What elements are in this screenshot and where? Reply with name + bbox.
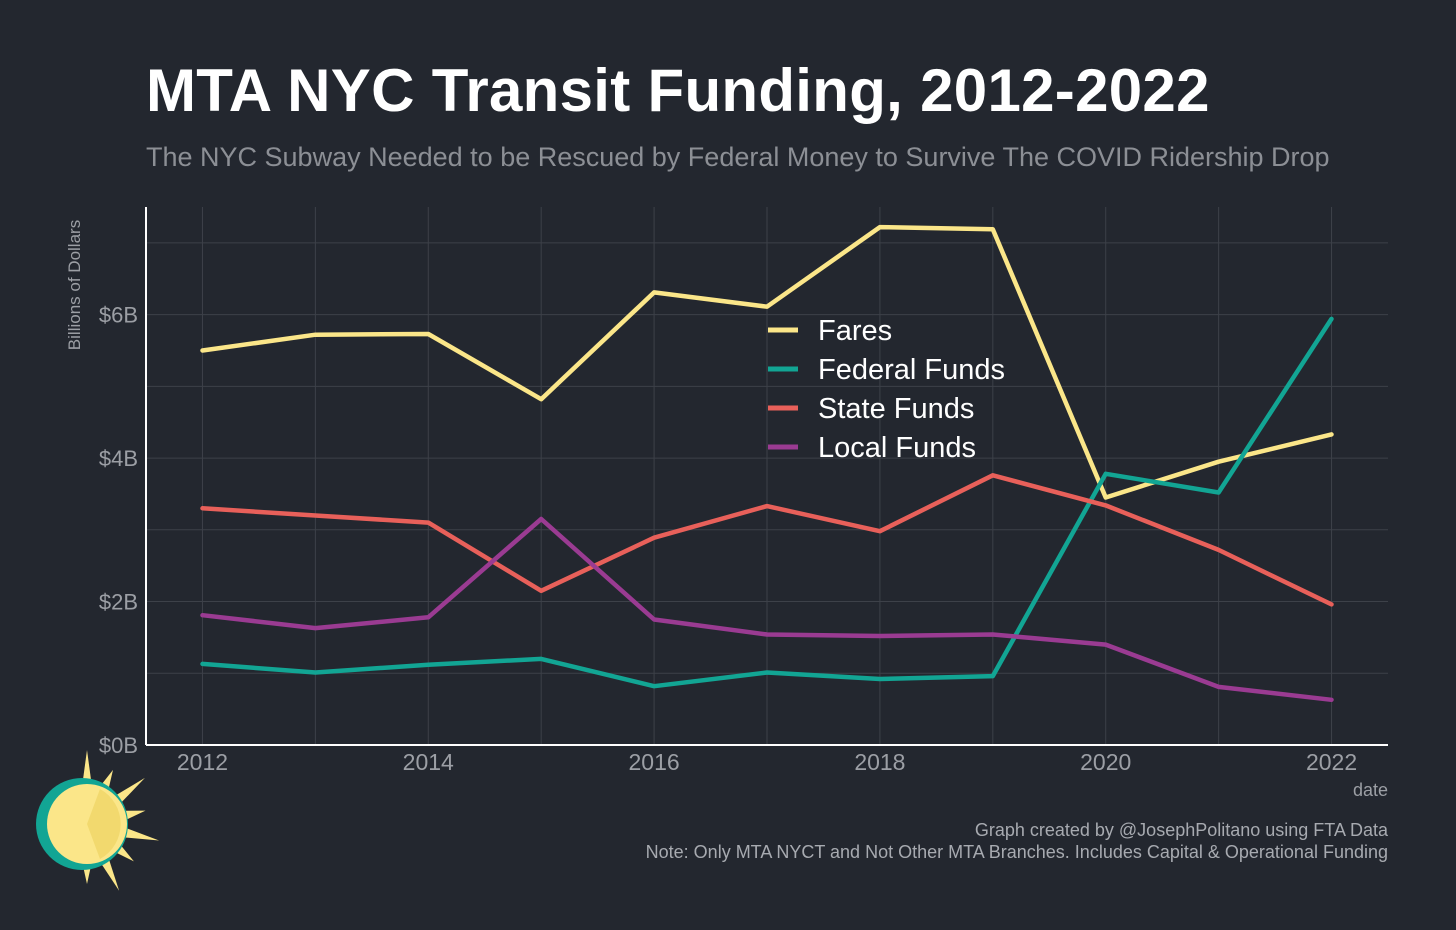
sun-icon: [36, 750, 160, 891]
y-tick-label: $6B: [99, 303, 138, 328]
series-layer: [200, 224, 1334, 703]
y-axis-title: Billions of Dollars: [65, 220, 84, 350]
y-tick-label: $4B: [99, 446, 138, 471]
sun-ray: [122, 827, 160, 841]
sun-shade: [87, 789, 121, 859]
grid-layer: [146, 207, 1388, 745]
legend-label-state-funds: State Funds: [818, 393, 974, 425]
chart-title: MTA NYC Transit Funding, 2012-2022: [146, 57, 1210, 124]
x-tick-label: 2022: [1306, 749, 1357, 775]
series-line-state-funds: [200, 473, 1334, 607]
series-line-local-funds: [200, 516, 1334, 703]
x-tick-label: 2020: [1080, 749, 1131, 775]
legend-label-federal-funds: Federal Funds: [818, 354, 1005, 386]
axis-layer: $0B $2B $4B $6B 2012 2014 2016 2018 2020 2022 Bill…: [65, 207, 1388, 800]
y-tick-label: $0B: [99, 733, 138, 758]
note-caption: Note: Only MTA NYCT and Not Other MTA Br…: [645, 842, 1388, 862]
legend-label-local-funds: Local Funds: [818, 432, 976, 464]
x-tick-label: 2018: [854, 749, 905, 775]
credit-caption: Graph created by @JosephPolitano using F…: [974, 820, 1388, 840]
legend: Fares Federal Funds State Funds Local Funds: [768, 315, 1005, 464]
sun-ray: [113, 777, 145, 805]
chart-subtitle: The NYC Subway Needed to be Rescued by F…: [146, 142, 1330, 172]
sun-ray: [122, 810, 146, 821]
x-tick-label: 2014: [403, 749, 454, 775]
series-line-fares: [200, 224, 1334, 500]
x-tick-label: 2012: [177, 749, 228, 775]
y-tick-label: $2B: [99, 590, 138, 615]
x-axis-title: date: [1353, 780, 1388, 800]
sun-ray: [82, 750, 92, 787]
sun-ray: [98, 855, 120, 891]
series-line-federal-funds: [200, 316, 1334, 689]
legend-label-fares: Fares: [818, 315, 892, 347]
x-tick-label: 2016: [629, 749, 680, 775]
